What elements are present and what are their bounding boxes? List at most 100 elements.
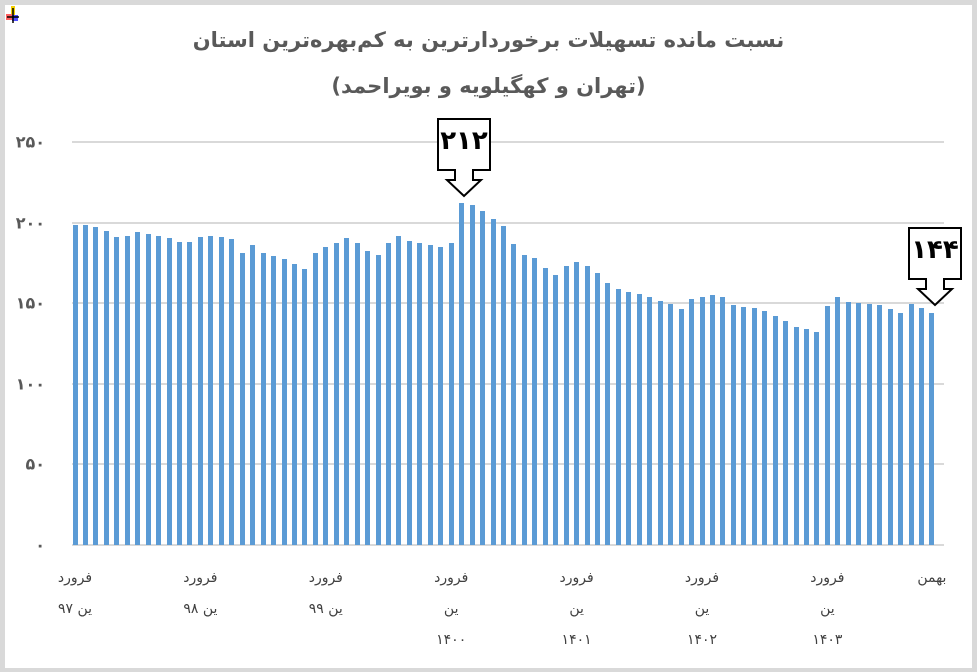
- bar[interactable]: [689, 299, 695, 545]
- bar[interactable]: [187, 241, 193, 545]
- bar[interactable]: [427, 245, 433, 545]
- bar[interactable]: [720, 297, 726, 545]
- bar[interactable]: [918, 308, 924, 545]
- bar[interactable]: [333, 243, 339, 545]
- bar[interactable]: [438, 246, 444, 545]
- bar[interactable]: [709, 294, 715, 545]
- bar[interactable]: [668, 304, 674, 545]
- bar[interactable]: [751, 308, 757, 545]
- x-axis-tick-label: فرورد ین ۱۴۰۳: [810, 570, 845, 648]
- bar[interactable]: [730, 304, 736, 545]
- bar[interactable]: [72, 225, 78, 545]
- bar[interactable]: [260, 253, 266, 545]
- y-axis-tick-label: ۱۵۰: [15, 293, 45, 313]
- bar[interactable]: [396, 235, 402, 545]
- bar[interactable]: [866, 304, 872, 545]
- bar[interactable]: [448, 243, 454, 545]
- chart-subtitle: (تهران و کهگیلویه و بویراحمد): [331, 74, 646, 98]
- bar[interactable]: [824, 305, 830, 545]
- bar[interactable]: [898, 313, 904, 545]
- bar[interactable]: [177, 241, 182, 545]
- bar[interactable]: [553, 274, 559, 545]
- bar[interactable]: [114, 236, 120, 545]
- callout-label: ۱۴۴: [911, 235, 959, 265]
- bar[interactable]: [814, 332, 820, 545]
- gridline: [72, 544, 944, 546]
- x-axis-tick-label: فرورد ین ۹۷: [57, 570, 93, 617]
- bar[interactable]: [124, 235, 130, 545]
- bar[interactable]: [762, 310, 768, 545]
- bar[interactable]: [271, 255, 277, 545]
- value-callout: ۱۴۴: [908, 227, 962, 307]
- y-axis-tick-label: ۲۵۰: [15, 132, 45, 152]
- bar[interactable]: [250, 245, 256, 545]
- bar[interactable]: [500, 225, 506, 545]
- bar[interactable]: [741, 307, 747, 545]
- bar[interactable]: [835, 297, 841, 545]
- bar[interactable]: [312, 253, 318, 545]
- bar[interactable]: [417, 243, 423, 545]
- bar[interactable]: [793, 327, 799, 545]
- x-axis-tick-label: فرورد ین ۱۴۰۰: [434, 570, 469, 648]
- bar[interactable]: [82, 225, 88, 545]
- bar[interactable]: [657, 300, 663, 545]
- bar[interactable]: [365, 250, 371, 545]
- bar[interactable]: [699, 297, 705, 545]
- bar[interactable]: [459, 203, 465, 545]
- bar[interactable]: [229, 239, 235, 545]
- bar[interactable]: [103, 230, 109, 545]
- bar[interactable]: [93, 226, 99, 545]
- bar[interactable]: [908, 304, 914, 545]
- bar[interactable]: [375, 255, 381, 545]
- bar[interactable]: [584, 265, 590, 545]
- bar[interactable]: [208, 235, 214, 545]
- bar[interactable]: [354, 243, 360, 545]
- bar[interactable]: [281, 259, 287, 545]
- bar[interactable]: [647, 297, 653, 545]
- bar[interactable]: [783, 320, 789, 545]
- bar[interactable]: [135, 231, 141, 545]
- bar[interactable]: [605, 283, 611, 545]
- bar[interactable]: [877, 304, 883, 545]
- value-callout: ۲۱۲: [437, 118, 491, 198]
- bar[interactable]: [302, 269, 308, 545]
- bar[interactable]: [574, 261, 580, 545]
- bar[interactable]: [197, 236, 203, 545]
- bar[interactable]: [532, 258, 538, 545]
- down-arrow-callout-icon: [437, 118, 491, 198]
- bar[interactable]: [772, 315, 778, 545]
- bar[interactable]: [636, 294, 642, 545]
- y-axis-tick-label: ۰: [35, 535, 45, 555]
- gridline: [72, 382, 944, 385]
- bar[interactable]: [521, 255, 527, 545]
- bar[interactable]: [804, 328, 809, 545]
- bar[interactable]: [344, 238, 350, 545]
- bar[interactable]: [678, 309, 684, 545]
- bar[interactable]: [845, 302, 851, 545]
- bar[interactable]: [542, 268, 548, 545]
- bar[interactable]: [218, 236, 224, 545]
- bar[interactable]: [563, 265, 569, 545]
- bar[interactable]: [511, 244, 517, 545]
- bar[interactable]: [887, 309, 893, 545]
- bar[interactable]: [291, 264, 297, 545]
- move-handle-icon[interactable]: [6, 6, 20, 24]
- chart-frame: [5, 5, 972, 668]
- bar[interactable]: [480, 211, 486, 545]
- gridline: [72, 463, 944, 466]
- bar[interactable]: [386, 243, 391, 545]
- bar[interactable]: [469, 204, 475, 545]
- bar[interactable]: [856, 303, 862, 545]
- bar[interactable]: [595, 273, 600, 545]
- chart-title: نسبت مانده تسهیلات برخوردارترین به کم‌به…: [192, 28, 785, 52]
- bar[interactable]: [166, 238, 172, 545]
- bar[interactable]: [239, 253, 245, 545]
- bar[interactable]: [406, 240, 412, 545]
- bar[interactable]: [615, 289, 621, 545]
- bar[interactable]: [490, 219, 496, 545]
- bar[interactable]: [929, 312, 935, 545]
- bar[interactable]: [156, 235, 162, 545]
- bar[interactable]: [323, 246, 329, 545]
- bar[interactable]: [145, 234, 151, 545]
- bar[interactable]: [626, 292, 632, 545]
